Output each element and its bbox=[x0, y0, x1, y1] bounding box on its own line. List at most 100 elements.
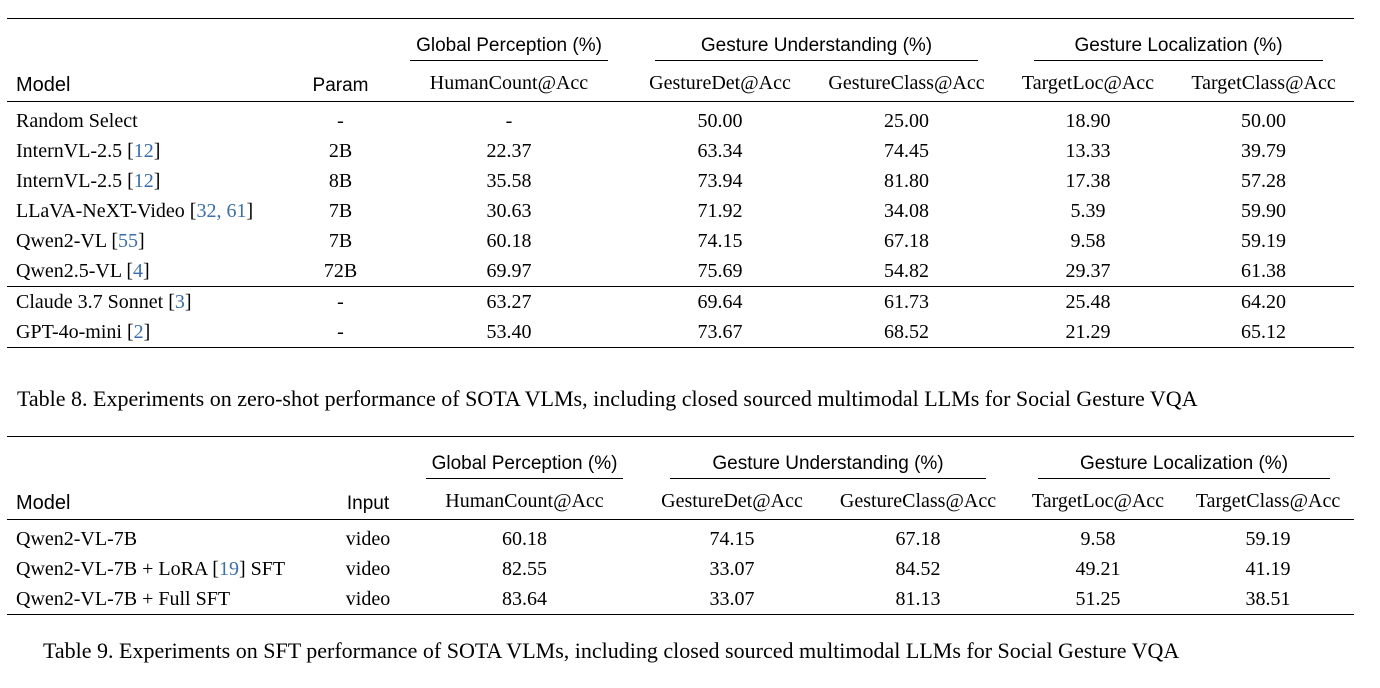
metric-targetclass: TargetClass@Acc bbox=[1191, 71, 1336, 94]
metric-gestureclass: GestureClass@Acc bbox=[839, 489, 997, 512]
value-cell: 17.38 bbox=[1065, 169, 1111, 192]
table-row: Qwen2.5-VL [4] 72B 69.97 75.69 54.82 29.37 61.… bbox=[7, 256, 1354, 287]
citation-link[interactable]: 2 bbox=[133, 320, 144, 343]
value-cell: 69.97 bbox=[486, 259, 532, 282]
value-cell: 74.45 bbox=[884, 139, 929, 162]
value-cell: 57.28 bbox=[1241, 169, 1286, 192]
group-gesture-understanding: Gesture Understanding (%) bbox=[630, 19, 1003, 66]
value-cell: 67.18 bbox=[884, 229, 929, 252]
value-cell: 53.40 bbox=[486, 320, 532, 343]
table-9: Model Input Global Perception (%) Gestur… bbox=[7, 436, 1355, 615]
model-name: Qwen2-VL-7B + LoRA bbox=[16, 557, 208, 580]
table-8-body: Random Select - - 50.00 25.00 18.90 50.00 Inter… bbox=[7, 102, 1355, 348]
model-name-cell: InternVL-2.5 [12] bbox=[16, 139, 161, 162]
citation-link[interactable]: 12 bbox=[133, 139, 154, 162]
model-name: Qwen2-VL-7B + Full SFT bbox=[16, 587, 231, 610]
model-name: LLaVA-NeXT-Video bbox=[16, 199, 185, 222]
table-row: Qwen2-VL-7B video 60.18 74.15 67.18 9.58 59.19 bbox=[7, 520, 1354, 555]
model-name: GPT-4o-mini bbox=[16, 320, 122, 343]
model-name-cell: InternVL-2.5 [12] bbox=[16, 169, 161, 192]
value-cell: 60.18 bbox=[502, 527, 547, 550]
citation-link[interactable]: 3 bbox=[174, 290, 185, 313]
model-name-cell: Qwen2-VL-7B bbox=[7, 520, 329, 555]
table-9-caption: Table 9. Experiments on SFT performance … bbox=[43, 638, 1180, 663]
group-gesture-localization: Gesture Localization (%) bbox=[1014, 437, 1354, 484]
value-cell: 83.64 bbox=[502, 587, 547, 610]
value-cell: 33.07 bbox=[709, 557, 755, 580]
model-name-cell: Claude 3.7 Sonnet [3] bbox=[7, 286, 293, 317]
table-row: Qwen2-VL [55] 7B 60.18 74.15 67.18 9.58 59.19 bbox=[7, 226, 1354, 256]
value-cell: 25.00 bbox=[884, 109, 929, 132]
table-row: Qwen2-VL-7B + Full SFT video 83.64 33.07 81.… bbox=[7, 584, 1354, 615]
citation-link[interactable]: 12 bbox=[133, 169, 154, 192]
table-row: Random Select - - 50.00 25.00 18.90 50.00 bbox=[7, 102, 1354, 137]
value-cell: - bbox=[505, 109, 513, 132]
table-row: LLaVA-NeXT-Video [32, 61] 7B 30.63 71.92 34.… bbox=[7, 196, 1354, 226]
table-row: Claude 3.7 Sonnet [3] -63.27 69.64 61.73 25.… bbox=[7, 286, 1355, 317]
value-cell: 74.15 bbox=[697, 229, 743, 252]
model-name: Qwen2-VL bbox=[16, 229, 107, 252]
header-model: Model bbox=[16, 492, 71, 514]
value-cell: 34.08 bbox=[884, 199, 929, 222]
metric-gesturedet: GestureDet@Acc bbox=[649, 71, 791, 94]
citation-link[interactable]: 32, 61 bbox=[196, 199, 247, 222]
model-name: Qwen2.5-VL bbox=[16, 259, 122, 282]
header-model: Model bbox=[16, 74, 71, 96]
value-cell: 9.58 bbox=[1080, 527, 1116, 550]
value-cell: 21.29 bbox=[1065, 320, 1111, 343]
table-row: GPT-4o-mini [2] - 53.40 73.67 68.52 21.29 65.1… bbox=[7, 317, 1354, 348]
value-cell: 50.00 bbox=[697, 109, 743, 132]
value-cell: 59.19 bbox=[1241, 229, 1286, 252]
value-cell: 63.34 bbox=[697, 139, 743, 162]
table-9-body: Qwen2-VL-7B video 60.18 74.15 67.18 9.58 59.19… bbox=[7, 520, 1354, 615]
value-cell: 74.15 bbox=[709, 527, 755, 550]
value-cell: 35.58 bbox=[486, 169, 532, 192]
value-cell: 59.90 bbox=[1241, 199, 1286, 222]
citation-link[interactable]: 4 bbox=[133, 259, 144, 282]
model-name-cell: Qwen2-VL-7B + LoRA [19] SFT bbox=[16, 557, 286, 580]
table-8-caption: Table 8. Experiments on zero-shot perfor… bbox=[17, 386, 1198, 411]
value-cell: 68.52 bbox=[884, 320, 929, 343]
value-cell: 30.63 bbox=[486, 199, 532, 222]
value-cell: 38.51 bbox=[1245, 587, 1291, 610]
header-input: Input bbox=[346, 493, 390, 514]
model-name-cell: LLaVA-NeXT-Video [32, 61] bbox=[16, 199, 254, 222]
metric-gestureclass: GestureClass@Acc bbox=[828, 71, 985, 94]
value-cell: 81.13 bbox=[895, 587, 941, 610]
group-gesture-understanding: Gesture Understanding (%) bbox=[642, 437, 1014, 484]
input-cell: video bbox=[345, 557, 391, 580]
metric-targetclass: TargetClass@Acc bbox=[1195, 489, 1341, 512]
table-8: Model Param Global Perception (%) Gestur… bbox=[7, 18, 1355, 348]
value-cell: 9.58 bbox=[1070, 229, 1106, 252]
value-cell: 75.69 bbox=[697, 259, 743, 282]
value-cell: 50.00 bbox=[1241, 109, 1286, 132]
param-cell: - bbox=[337, 109, 344, 132]
value-cell: 73.94 bbox=[697, 169, 743, 192]
value-cell: 63.27 bbox=[388, 286, 630, 317]
param-cell: - bbox=[337, 320, 344, 343]
model-name: InternVL-2.5 bbox=[16, 139, 123, 162]
metric-targetloc: TargetLoc@Acc bbox=[1021, 71, 1155, 94]
header-param: Param bbox=[312, 75, 369, 96]
group-global-perception: Global Perception (%) bbox=[407, 437, 642, 484]
param-cell: 72B bbox=[323, 259, 358, 282]
value-cell: 81.80 bbox=[884, 169, 929, 192]
value-cell: 71.92 bbox=[697, 199, 743, 222]
value-cell: 73.67 bbox=[697, 320, 743, 343]
metric-gesturedet: GestureDet@Acc bbox=[661, 489, 803, 512]
value-cell: 61.38 bbox=[1241, 259, 1286, 282]
param-cell: 2B bbox=[328, 139, 353, 162]
citation-link[interactable]: 55 bbox=[118, 229, 139, 252]
model-name-cell: Qwen2.5-VL [4] bbox=[16, 259, 150, 282]
value-cell: 49.21 bbox=[1075, 557, 1121, 580]
group-gesture-localization: Gesture Localization (%) bbox=[1003, 19, 1354, 66]
value-cell: 60.18 bbox=[486, 229, 532, 252]
table-row: InternVL-2.5 [12] 8B 35.58 73.94 81.80 17.38 5… bbox=[7, 166, 1354, 196]
value-cell: 54.82 bbox=[884, 259, 929, 282]
value-cell: 65.12 bbox=[1241, 320, 1286, 343]
value-cell: 51.25 bbox=[1075, 587, 1121, 610]
value-cell: 29.37 bbox=[1065, 259, 1111, 282]
metric-targetloc: TargetLoc@Acc bbox=[1031, 489, 1165, 512]
citation-link[interactable]: 19 bbox=[218, 557, 239, 580]
table-row: InternVL-2.5 [12] 2B 22.37 63.34 74.45 13.33 3… bbox=[7, 136, 1354, 166]
